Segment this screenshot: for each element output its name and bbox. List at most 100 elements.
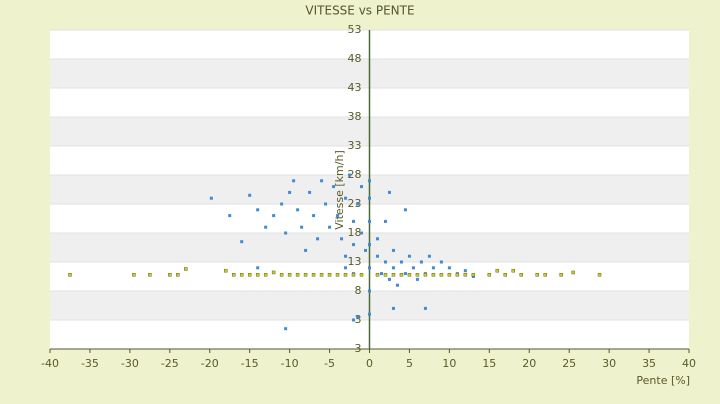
x-tick-label: -5 <box>324 357 335 370</box>
point <box>284 327 288 331</box>
point <box>256 208 260 212</box>
point <box>312 214 316 218</box>
point <box>439 273 444 277</box>
point <box>352 219 356 223</box>
point <box>511 268 516 273</box>
point <box>344 266 348 270</box>
point <box>415 273 420 277</box>
x-tick-label: -35 <box>81 357 99 370</box>
point <box>311 273 316 277</box>
point <box>364 248 368 252</box>
point <box>503 273 508 277</box>
point <box>415 277 419 281</box>
x-tick-label: -40 <box>41 357 59 370</box>
point <box>447 273 452 277</box>
x-tick-label: 35 <box>642 357 656 370</box>
point <box>356 202 360 206</box>
point <box>359 273 364 277</box>
point <box>352 318 356 322</box>
point <box>399 260 403 264</box>
point <box>328 225 332 229</box>
point <box>423 306 427 310</box>
x-tick-label: 30 <box>602 357 616 370</box>
point <box>368 266 371 270</box>
point <box>368 179 371 183</box>
point <box>559 273 563 277</box>
point <box>223 268 228 273</box>
point <box>247 273 252 277</box>
point <box>272 214 276 218</box>
point <box>308 190 312 194</box>
point <box>387 277 391 281</box>
point <box>360 185 364 189</box>
point <box>495 268 500 273</box>
point <box>391 266 395 270</box>
x-tick-label: 25 <box>562 357 576 370</box>
point <box>344 254 348 258</box>
point <box>288 190 292 194</box>
y-tick-label: 13 <box>348 255 362 268</box>
point <box>352 243 356 247</box>
point <box>228 214 232 218</box>
point <box>463 269 467 273</box>
point <box>336 214 340 218</box>
point <box>368 312 371 316</box>
point <box>280 202 284 206</box>
point <box>407 254 411 258</box>
x-tick-label: 5 <box>406 357 413 370</box>
point <box>168 273 172 277</box>
point <box>231 273 236 277</box>
y-tick-label: 3 <box>355 313 362 326</box>
point <box>431 266 435 270</box>
point <box>431 273 436 277</box>
point <box>487 273 492 277</box>
point <box>68 273 72 277</box>
point <box>471 273 476 277</box>
point <box>439 260 443 264</box>
y-tick-label: 23 <box>348 197 362 210</box>
point <box>292 179 296 183</box>
point <box>271 270 276 275</box>
point <box>319 273 324 277</box>
point <box>340 237 344 241</box>
point <box>360 231 364 235</box>
point <box>264 225 268 229</box>
point <box>395 283 399 287</box>
y-tick-label: 43 <box>348 81 362 94</box>
point <box>368 196 371 200</box>
point <box>263 273 268 277</box>
y-tick-label: 53 <box>348 23 362 36</box>
point <box>324 202 328 206</box>
point <box>295 273 300 277</box>
point <box>383 260 387 264</box>
point <box>356 315 360 319</box>
point <box>132 273 136 277</box>
point <box>391 273 396 277</box>
point <box>411 266 415 270</box>
point <box>447 266 451 270</box>
chart-title: VITESSE vs PENTE <box>305 4 414 18</box>
point <box>279 273 284 277</box>
point <box>148 273 152 277</box>
point <box>327 273 332 277</box>
point <box>383 273 388 277</box>
point <box>375 254 379 258</box>
point <box>375 273 380 277</box>
point <box>348 173 352 177</box>
point <box>427 254 431 258</box>
point <box>344 196 348 200</box>
point <box>403 272 407 276</box>
point <box>320 179 324 183</box>
point <box>403 208 407 212</box>
point <box>351 273 356 277</box>
point <box>316 237 320 241</box>
point <box>463 273 468 277</box>
point <box>303 273 308 277</box>
point <box>407 273 412 277</box>
point <box>368 219 371 223</box>
point <box>387 190 391 194</box>
point <box>519 273 524 277</box>
x-tick-label: -20 <box>201 357 219 370</box>
point <box>391 248 395 252</box>
